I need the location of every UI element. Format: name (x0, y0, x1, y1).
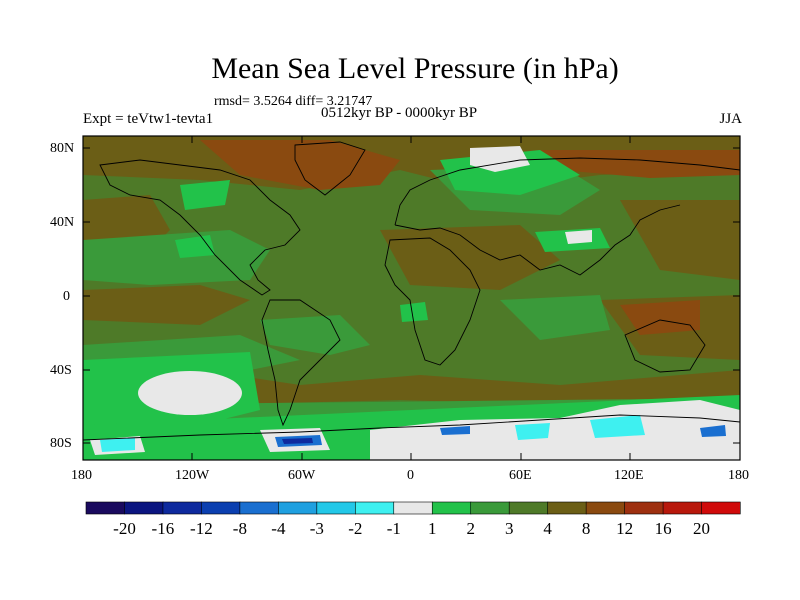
coastlines (83, 141, 740, 441)
colorbar-swatch (585, 501, 626, 515)
field-region (400, 302, 428, 322)
x-tick-label: 0 (407, 468, 414, 483)
field-region (282, 438, 313, 444)
colorbar-label: -4 (271, 519, 286, 538)
coastline-greenland (294, 141, 366, 196)
y-tick-label: 40S (50, 363, 72, 378)
colorbar-swatch (508, 501, 549, 515)
colorbar-swatch (547, 501, 587, 515)
colorbar-label: -12 (190, 519, 213, 538)
colorbar-label: -16 (151, 519, 175, 538)
colorbar-label: 4 (543, 519, 552, 538)
field-region (700, 425, 726, 437)
pressure-field (83, 136, 740, 460)
y-tick-label: 80S (50, 436, 72, 451)
coastline-australia (624, 319, 706, 373)
colorbar-swatch (354, 501, 395, 515)
field-region (200, 140, 400, 190)
coastline-africa (384, 237, 481, 366)
colorbar-label: -1 (386, 519, 401, 538)
field-region (620, 200, 740, 280)
colorbar-swatch (431, 501, 472, 515)
field-region (515, 423, 550, 440)
coastline-south-america (261, 299, 341, 427)
field-region (380, 225, 560, 290)
field-region (370, 400, 740, 460)
colorbar-label: 3 (504, 519, 514, 538)
field-region (620, 300, 700, 335)
colorbar-label: -20 (113, 519, 136, 538)
y-tick-label: 40N (50, 215, 75, 230)
colorbar-swatch (162, 501, 203, 515)
coastline-antarctica (83, 414, 740, 441)
x-tick-label: 60W (288, 468, 316, 483)
colorbar-swatch (393, 501, 433, 515)
field-region (175, 235, 215, 258)
x-tick-label: 180 (728, 468, 749, 483)
colorbar-label: -8 (232, 519, 247, 538)
colorbar-label: -3 (309, 519, 324, 538)
colorbar-swatch (239, 501, 279, 515)
colorbar-label: 2 (466, 519, 475, 538)
colorbar (85, 501, 741, 515)
field-region (440, 426, 470, 435)
colorbar-label: -2 (348, 519, 363, 538)
coastline-north-america (99, 159, 301, 296)
x-tick-label: 60E (509, 468, 532, 483)
field-region (590, 415, 645, 438)
y-tick-label: 80N (50, 141, 75, 156)
x-tick-label: 180 (71, 468, 92, 483)
field-region (565, 230, 592, 244)
colorbar-swatch (201, 501, 241, 515)
colorbar-swatch (316, 501, 356, 515)
colorbar-label: 20 (693, 519, 710, 538)
colorbar-swatch (701, 501, 741, 515)
colorbar-swatch (470, 501, 510, 515)
season-label: JJA (719, 111, 742, 127)
field-region (83, 230, 270, 285)
field-region (260, 315, 370, 355)
field-region (500, 295, 610, 340)
colorbar-label: 8 (581, 519, 591, 538)
chart-title: Mean Sea Level Pressure (in hPa) (211, 52, 619, 85)
field-region (180, 180, 230, 210)
colorbar-label: 16 (654, 519, 672, 538)
field-region (83, 285, 250, 325)
colorbar-swatch (278, 501, 318, 515)
coastline-europe-asia (394, 157, 740, 276)
field-region (540, 150, 740, 178)
field-region (100, 438, 135, 452)
field-region (138, 371, 242, 415)
colorbar-swatch (124, 501, 164, 515)
y-tick-label: 0 (63, 289, 70, 304)
axis-ticks (83, 136, 740, 460)
colorbar-label: 1 (427, 519, 437, 538)
x-tick-label: 120E (614, 468, 644, 483)
colorbar-swatch (624, 501, 664, 515)
colorbar-swatch (662, 501, 703, 515)
rmsd-diff-stats: rmsd= 3.5264 diff= 3.21747 (214, 94, 373, 109)
x-tick-label: 120W (175, 468, 210, 483)
colorbar-label: 12 (616, 519, 634, 538)
experiment-label: Expt = teVtw1-tevta1 (83, 111, 214, 127)
period-label: 0512kyr BP - 0000kyr BP (321, 105, 478, 121)
colorbar-swatch (85, 501, 126, 515)
